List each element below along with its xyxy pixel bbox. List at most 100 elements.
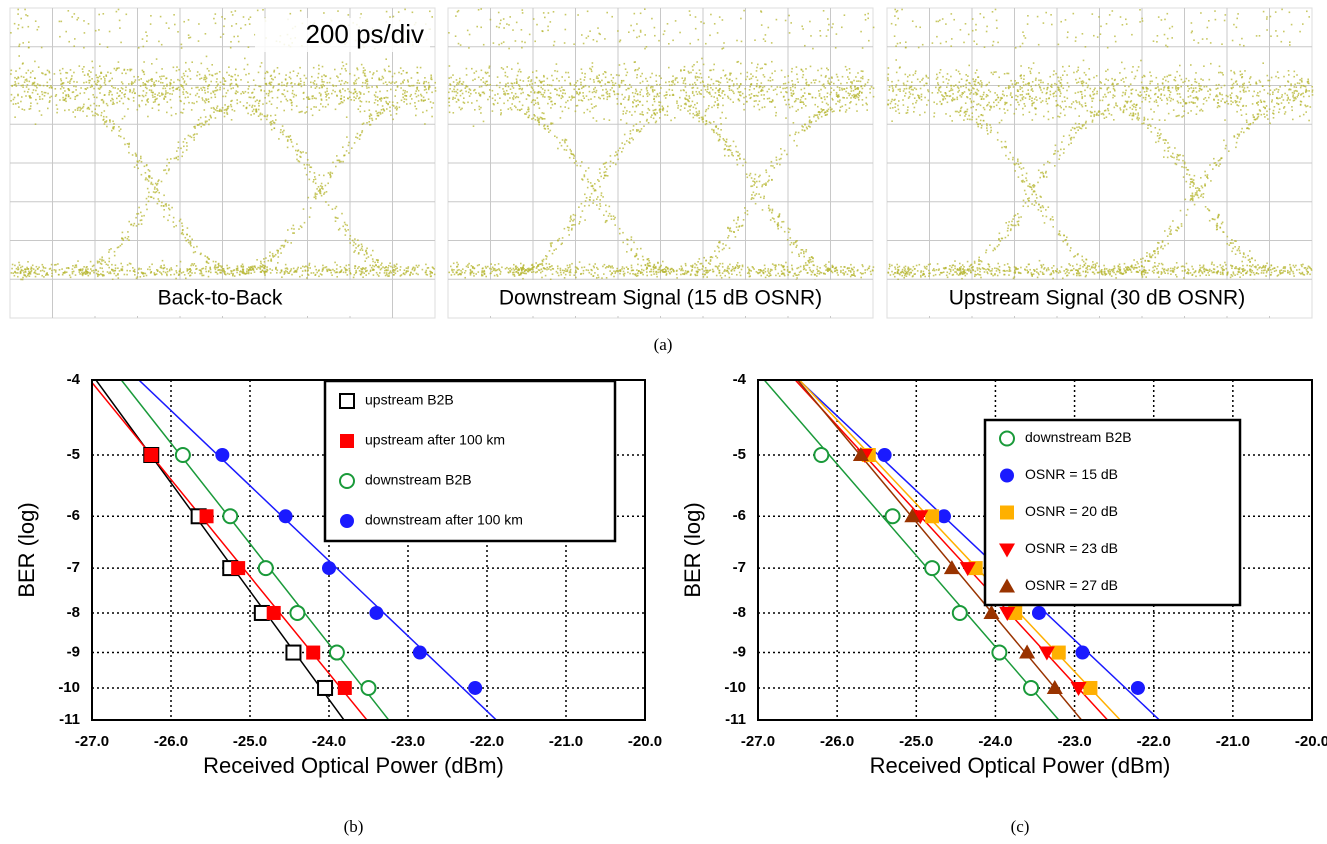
eye-dot xyxy=(731,154,733,156)
eye-dot xyxy=(469,34,471,36)
eye-dot xyxy=(456,95,458,97)
eye-dot xyxy=(319,92,321,94)
eye-dot xyxy=(609,213,611,215)
eye-dot xyxy=(679,97,681,99)
eye-dot xyxy=(175,225,177,227)
eye-dot xyxy=(200,270,202,272)
eye-dot xyxy=(760,275,762,277)
eye-dot xyxy=(837,86,839,88)
eye-dot xyxy=(533,104,535,106)
eye-dot xyxy=(500,271,502,273)
eye-dot xyxy=(543,125,545,127)
eye-dot xyxy=(724,149,726,151)
eye-dot xyxy=(319,109,321,111)
eye-dot xyxy=(619,228,621,230)
eye-dot xyxy=(755,203,757,205)
eye-dot xyxy=(747,72,749,74)
eye-dot xyxy=(174,24,176,26)
eye-dot xyxy=(143,275,145,277)
eye-dot xyxy=(798,132,800,134)
eye-dot xyxy=(107,264,109,266)
eye-dot xyxy=(369,71,371,73)
eye-dot xyxy=(547,103,549,105)
eye-dot xyxy=(321,76,323,78)
eye-dot xyxy=(360,274,362,276)
eye-dot xyxy=(76,81,78,83)
eye-dot xyxy=(258,109,260,111)
eye-dot xyxy=(99,65,101,67)
eye-dot xyxy=(198,119,200,121)
eye-dot xyxy=(156,98,158,100)
eye-dot xyxy=(14,275,16,277)
eye-dot xyxy=(302,266,304,268)
eye-dot xyxy=(292,86,294,88)
eye-dot xyxy=(294,270,296,272)
eye-dot xyxy=(18,268,20,270)
eye-dot xyxy=(251,267,253,269)
eye-dot xyxy=(554,41,556,43)
eye-dot xyxy=(417,67,419,69)
eye-dot xyxy=(141,174,143,176)
eye-dot xyxy=(656,84,658,86)
eye-dot xyxy=(866,97,868,99)
eye-dot xyxy=(678,105,680,107)
eye-dot xyxy=(257,267,259,269)
eye-dot xyxy=(146,92,148,94)
eye-dot xyxy=(569,157,571,159)
eye-dot xyxy=(815,97,817,99)
eye-dot xyxy=(684,107,686,109)
eye-dot xyxy=(101,259,103,261)
eye-dot xyxy=(348,145,350,147)
eye-dot xyxy=(83,106,85,108)
eye-dot xyxy=(188,242,190,244)
eye-dot xyxy=(526,112,528,114)
eye-dot xyxy=(457,89,459,91)
eye-dot xyxy=(22,277,24,279)
eye-dot xyxy=(71,75,73,77)
eye-dot xyxy=(822,110,824,112)
eye-dot xyxy=(204,90,206,92)
eye-dot xyxy=(747,177,749,179)
eye-dot xyxy=(78,107,80,109)
eye-dot xyxy=(779,164,781,166)
eye-dot xyxy=(640,30,642,32)
eye-dot xyxy=(394,264,396,266)
eye-dot xyxy=(839,101,841,103)
eye-dot xyxy=(170,274,172,276)
eye-dot xyxy=(804,45,806,47)
eye-dot xyxy=(286,271,288,273)
eye-dot xyxy=(153,101,155,103)
eye-dot xyxy=(802,129,804,131)
eye-dot xyxy=(224,18,226,20)
eye-dot xyxy=(272,97,274,99)
eye-dot xyxy=(741,269,743,271)
eye-dot xyxy=(634,13,636,15)
eye-dot xyxy=(736,274,738,276)
eye-dot xyxy=(517,63,519,65)
eye-dot xyxy=(819,95,821,97)
eye-dot xyxy=(703,257,705,259)
eye-dot xyxy=(802,102,804,104)
eye-dot xyxy=(389,110,391,112)
eye-dot xyxy=(182,91,184,93)
eye-dot xyxy=(92,94,94,96)
eye-dot xyxy=(243,105,245,107)
eye-dot xyxy=(817,116,819,118)
eye-dot xyxy=(751,62,753,64)
eye-dot xyxy=(747,214,749,216)
eye-dot xyxy=(575,160,577,162)
eye-dot xyxy=(521,108,523,110)
eye-dot xyxy=(170,158,172,160)
eye-dot xyxy=(586,269,588,271)
eye-dot xyxy=(287,147,289,149)
eye-dot xyxy=(310,207,312,209)
eye-dot xyxy=(303,92,305,94)
eye-dot xyxy=(97,261,99,263)
eye-dot xyxy=(392,119,394,121)
eye-dot xyxy=(295,95,297,97)
eye-dot xyxy=(503,68,505,70)
eye-dot xyxy=(402,82,404,84)
eye-dot xyxy=(774,221,776,223)
eye-dot xyxy=(628,88,630,90)
eye-dot xyxy=(498,268,500,270)
